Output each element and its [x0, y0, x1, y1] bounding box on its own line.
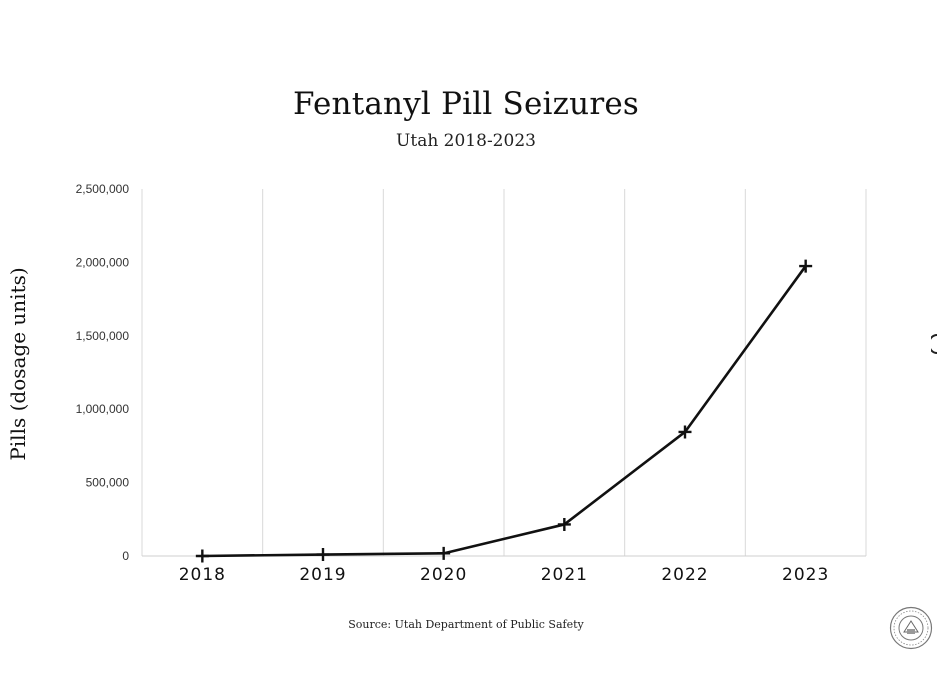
chart-subtitle: Utah 2018-2023: [396, 131, 536, 151]
y-tick-label: 1,500,000: [76, 329, 130, 343]
x-tick-label: 2020: [420, 565, 467, 585]
y-tick-label: 500,000: [86, 476, 130, 490]
series-layer: [195, 259, 813, 563]
y-tick-label: 2,000,000: [76, 255, 130, 269]
y-tick-labels: 0 500,000 1,000,000 1,500,000 2,000,000 2,500…: [76, 182, 130, 563]
data-point-marker: [799, 259, 813, 273]
x-tick-labels: 2018 2019 2020 2021 2022 2023: [179, 565, 829, 585]
gridlines: [141, 189, 867, 557]
cropped-edge-mark: [931, 334, 938, 354]
x-tick-label: 2022: [661, 565, 708, 585]
x-tick-label: 2023: [782, 565, 829, 585]
data-point-marker: [678, 425, 692, 439]
data-point-marker: [195, 549, 209, 563]
x-tick-label: 2018: [179, 565, 226, 585]
y-tick-label: 1,000,000: [76, 402, 130, 416]
x-tick-label: 2019: [299, 565, 346, 585]
source-note: Source: Utah Department of Public Safety: [348, 618, 584, 631]
data-point-marker: [316, 548, 330, 562]
department-seal-icon: [889, 606, 933, 650]
chart-title: Fentanyl Pill Seizures: [292, 86, 640, 122]
y-tick-label: 0: [122, 549, 129, 563]
data-point-marker: [557, 517, 571, 531]
series-line: [201, 264, 807, 558]
data-point-marker: [437, 546, 451, 560]
y-tick-label: 2,500,000: [76, 182, 130, 196]
x-tick-label: 2021: [541, 565, 588, 585]
